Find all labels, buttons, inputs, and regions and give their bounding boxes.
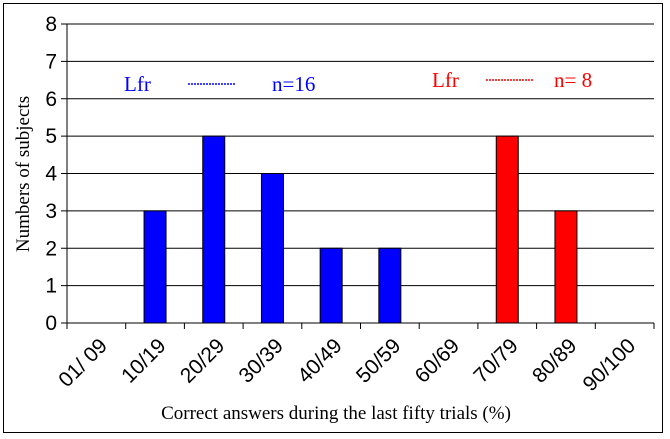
y-axis-title: Numbers of subjects — [13, 96, 34, 252]
bar-blue — [202, 135, 226, 324]
bar-blue — [319, 247, 343, 324]
bar-red — [495, 135, 519, 324]
legend-blue-n: n=16 — [272, 72, 315, 96]
x-tick-label: 60/69 — [411, 334, 464, 387]
y-tick-labels: 0 1 2 3 4 5 6 7 8 — [45, 13, 57, 335]
legend-red-n: n= 8 — [554, 68, 592, 92]
x-tick-label: 90/100 — [579, 334, 641, 396]
legend-entry-red: Lfr n= 8 — [432, 68, 592, 92]
y-tick-label: 2 — [45, 237, 57, 260]
y-tick-label: 0 — [45, 312, 57, 335]
x-tick-label: 20/29 — [176, 334, 229, 387]
bars — [143, 135, 578, 324]
y-tick-label: 8 — [45, 13, 57, 36]
legend-blue-label: Lfr — [124, 72, 151, 96]
y-tick-label: 5 — [45, 125, 57, 148]
y-tick-label: 1 — [45, 275, 57, 298]
x-axis-title: Correct answers during the last fifty tr… — [161, 403, 511, 424]
x-tick-label: 01/ 09 — [54, 334, 112, 392]
legend-red-label: Lfr — [432, 68, 459, 92]
axes — [61, 23, 655, 329]
y-tick-label: 4 — [45, 163, 57, 186]
y-tick-label: 7 — [45, 50, 57, 73]
y-tick-label: 6 — [45, 88, 57, 111]
x-tick-label: 40/49 — [293, 334, 346, 387]
bar-blue — [260, 173, 284, 324]
bar-blue — [378, 247, 402, 324]
x-tick-labels: 01/ 09 10/19 20/29 30/39 40/49 50/59 60/69 70/7… — [54, 334, 640, 396]
x-tick-label: 70/79 — [469, 334, 522, 387]
x-tick-label: 80/89 — [528, 334, 581, 387]
x-tick-label: 10/19 — [117, 334, 170, 387]
chart-frame — [3, 3, 663, 433]
x-tick-label: 30/39 — [235, 334, 288, 387]
legend-entry-blue: Lfr n=16 — [124, 72, 315, 96]
bar-red — [554, 210, 578, 324]
x-tick-label: 50/59 — [352, 334, 405, 387]
bar-blue — [143, 210, 167, 324]
y-tick-label: 3 — [45, 200, 57, 223]
